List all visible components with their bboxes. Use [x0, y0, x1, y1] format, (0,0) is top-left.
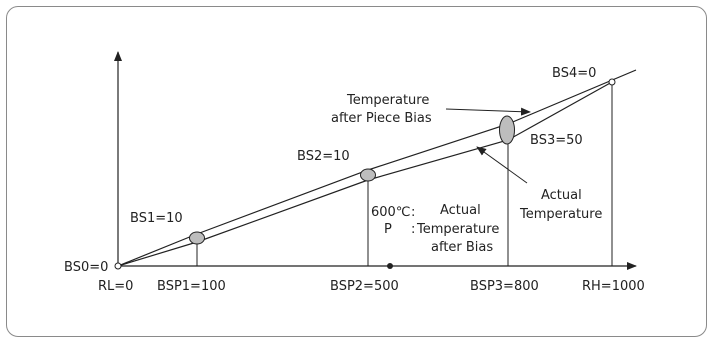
figure-frame: [6, 6, 707, 337]
label-colon-1: :: [411, 205, 415, 220]
ellipse-bs1: [189, 231, 205, 245]
label-temp-after-piece-bias-1: Temperature: [346, 93, 429, 108]
label-bs1: BS1=10: [130, 211, 183, 226]
label-rl: RL=0: [98, 279, 133, 294]
label-actual-temp-1: Actual: [541, 188, 582, 203]
label-bsp1: BSP1=100: [157, 279, 226, 294]
arrow-temp-after-piece-bias: [445, 107, 531, 116]
label-actual-after-bias-2: Temperature: [416, 222, 499, 237]
point-bs0: [114, 262, 122, 270]
label-colon-2: :: [411, 222, 415, 237]
label-actual-after-bias-3: after Bias: [431, 240, 493, 255]
arrow-actual-temperature: [476, 146, 528, 184]
ellipse-bs3: [499, 115, 515, 145]
label-bsp2: BSP2=500: [330, 279, 399, 294]
label-p: P: [384, 222, 392, 237]
label-600c: 600℃: [371, 205, 410, 220]
label-bs3: BS3=50: [530, 133, 583, 148]
label-temp-after-piece-bias-2: after Piece Bias: [331, 111, 432, 126]
label-bs0: BS0=0: [64, 260, 108, 275]
label-bs4: BS4=0: [552, 66, 596, 81]
ellipse-bs2: [360, 168, 376, 182]
label-actual-after-bias-1: Actual: [440, 203, 481, 218]
label-rh: RH=1000: [582, 279, 645, 294]
label-bs2: BS2=10: [297, 149, 350, 164]
point-bs4: [608, 78, 616, 86]
point-p: [387, 263, 393, 269]
label-bsp3: BSP3=800: [470, 279, 539, 294]
label-actual-temp-2: Temperature: [519, 207, 602, 222]
